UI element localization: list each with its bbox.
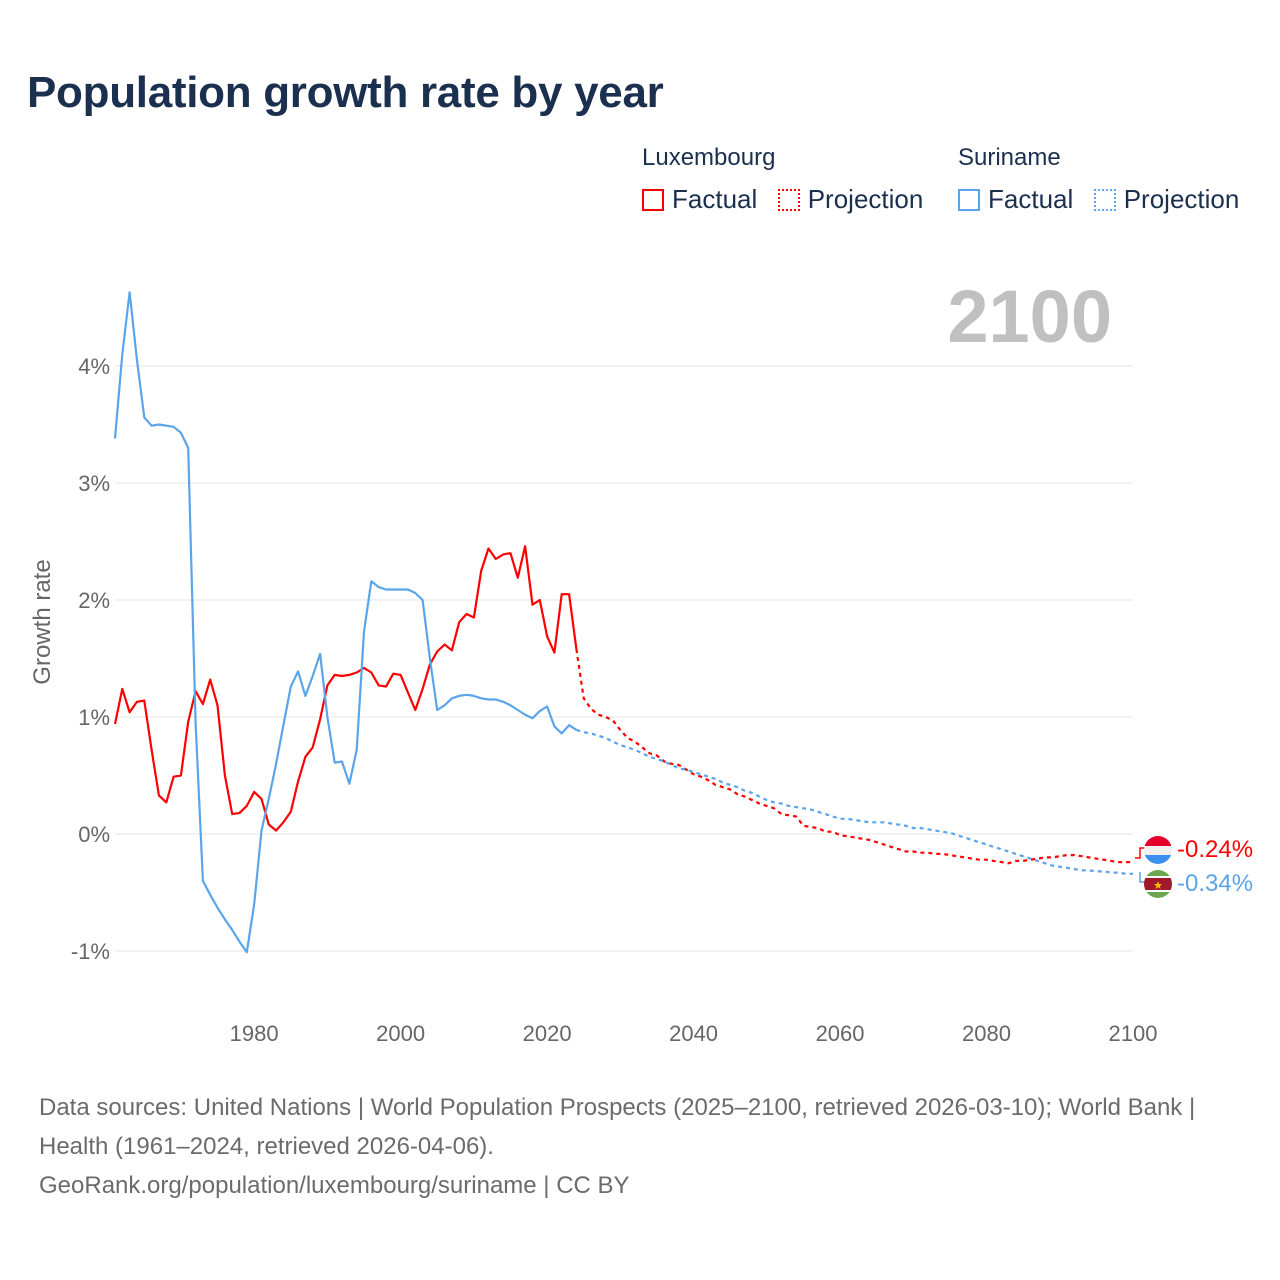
legend-swatch-dotted <box>1093 188 1116 211</box>
legend-suriname-factual[interactable]: Factual <box>958 184 1073 215</box>
x-tick-label: 2040 <box>669 1021 718 1046</box>
luxembourg-projection-line <box>575 648 1133 865</box>
legend-suriname-projection[interactable]: Projection <box>1093 184 1240 215</box>
suriname-flag-icon: ★ <box>1144 870 1172 898</box>
legend-suriname: Suriname Factual Projection <box>958 144 1239 216</box>
y-tick-label: -1% <box>71 939 110 964</box>
x-tick-label: 1980 <box>230 1021 279 1046</box>
source-link[interactable]: GeoRank.org/population/luxembourg/surina… <box>39 1172 630 1199</box>
y-tick-label: 4% <box>78 354 110 379</box>
y-tick-label: 1% <box>78 705 110 730</box>
luxembourg-factual-line <box>113 545 578 832</box>
legend-group-name: Luxembourg <box>642 144 776 171</box>
y-axis-label: Growth rate <box>29 559 56 684</box>
x-tick-label: 2100 <box>1109 1021 1158 1046</box>
legend-label: Projection <box>1123 184 1240 214</box>
suriname-connector <box>1139 872 1146 883</box>
legend-luxembourg-projection[interactable]: Projection <box>777 184 924 215</box>
legend-swatch-dotted <box>777 188 800 211</box>
current-year-label: 2100 <box>947 275 1112 358</box>
y-tick-label: 0% <box>78 822 110 847</box>
suriname-projection-line <box>576 728 1133 875</box>
source-text: Data sources: United Nations | World Pop… <box>39 1094 1196 1160</box>
legend-luxembourg-factual[interactable]: Factual <box>642 184 757 215</box>
x-tick-label: 2060 <box>816 1021 865 1046</box>
luxembourg-end-value: -0.24% <box>1177 836 1253 863</box>
chart-title: Population growth rate by year <box>27 68 664 117</box>
luxembourg-connector <box>1135 847 1146 859</box>
legend-label: Factual <box>672 184 758 214</box>
y-tick-label: 3% <box>78 471 110 496</box>
svg-text:★: ★ <box>1153 880 1163 892</box>
legend-swatch-solid <box>958 188 980 211</box>
luxembourg-flag-icon <box>1144 836 1172 864</box>
end-markers: ★ -0.24% -0.34% <box>1135 836 1253 898</box>
y-tick-label: 2% <box>78 588 110 613</box>
suriname-factual-line <box>113 291 577 954</box>
legend-label: Factual <box>988 184 1074 214</box>
data-sources: Data sources: United Nations | World Pop… <box>39 1088 1239 1205</box>
x-tick-label: 2020 <box>523 1021 572 1046</box>
legend-swatch-solid <box>642 188 664 211</box>
x-tick-label: 2000 <box>376 1021 425 1046</box>
legend-label: Projection <box>807 184 924 214</box>
legend-group-name: Suriname <box>958 144 1061 171</box>
legend-luxembourg: Luxembourg Factual Projection <box>642 144 939 216</box>
suriname-end-value: -0.34% <box>1177 870 1253 897</box>
x-tick-label: 2080 <box>962 1021 1011 1046</box>
